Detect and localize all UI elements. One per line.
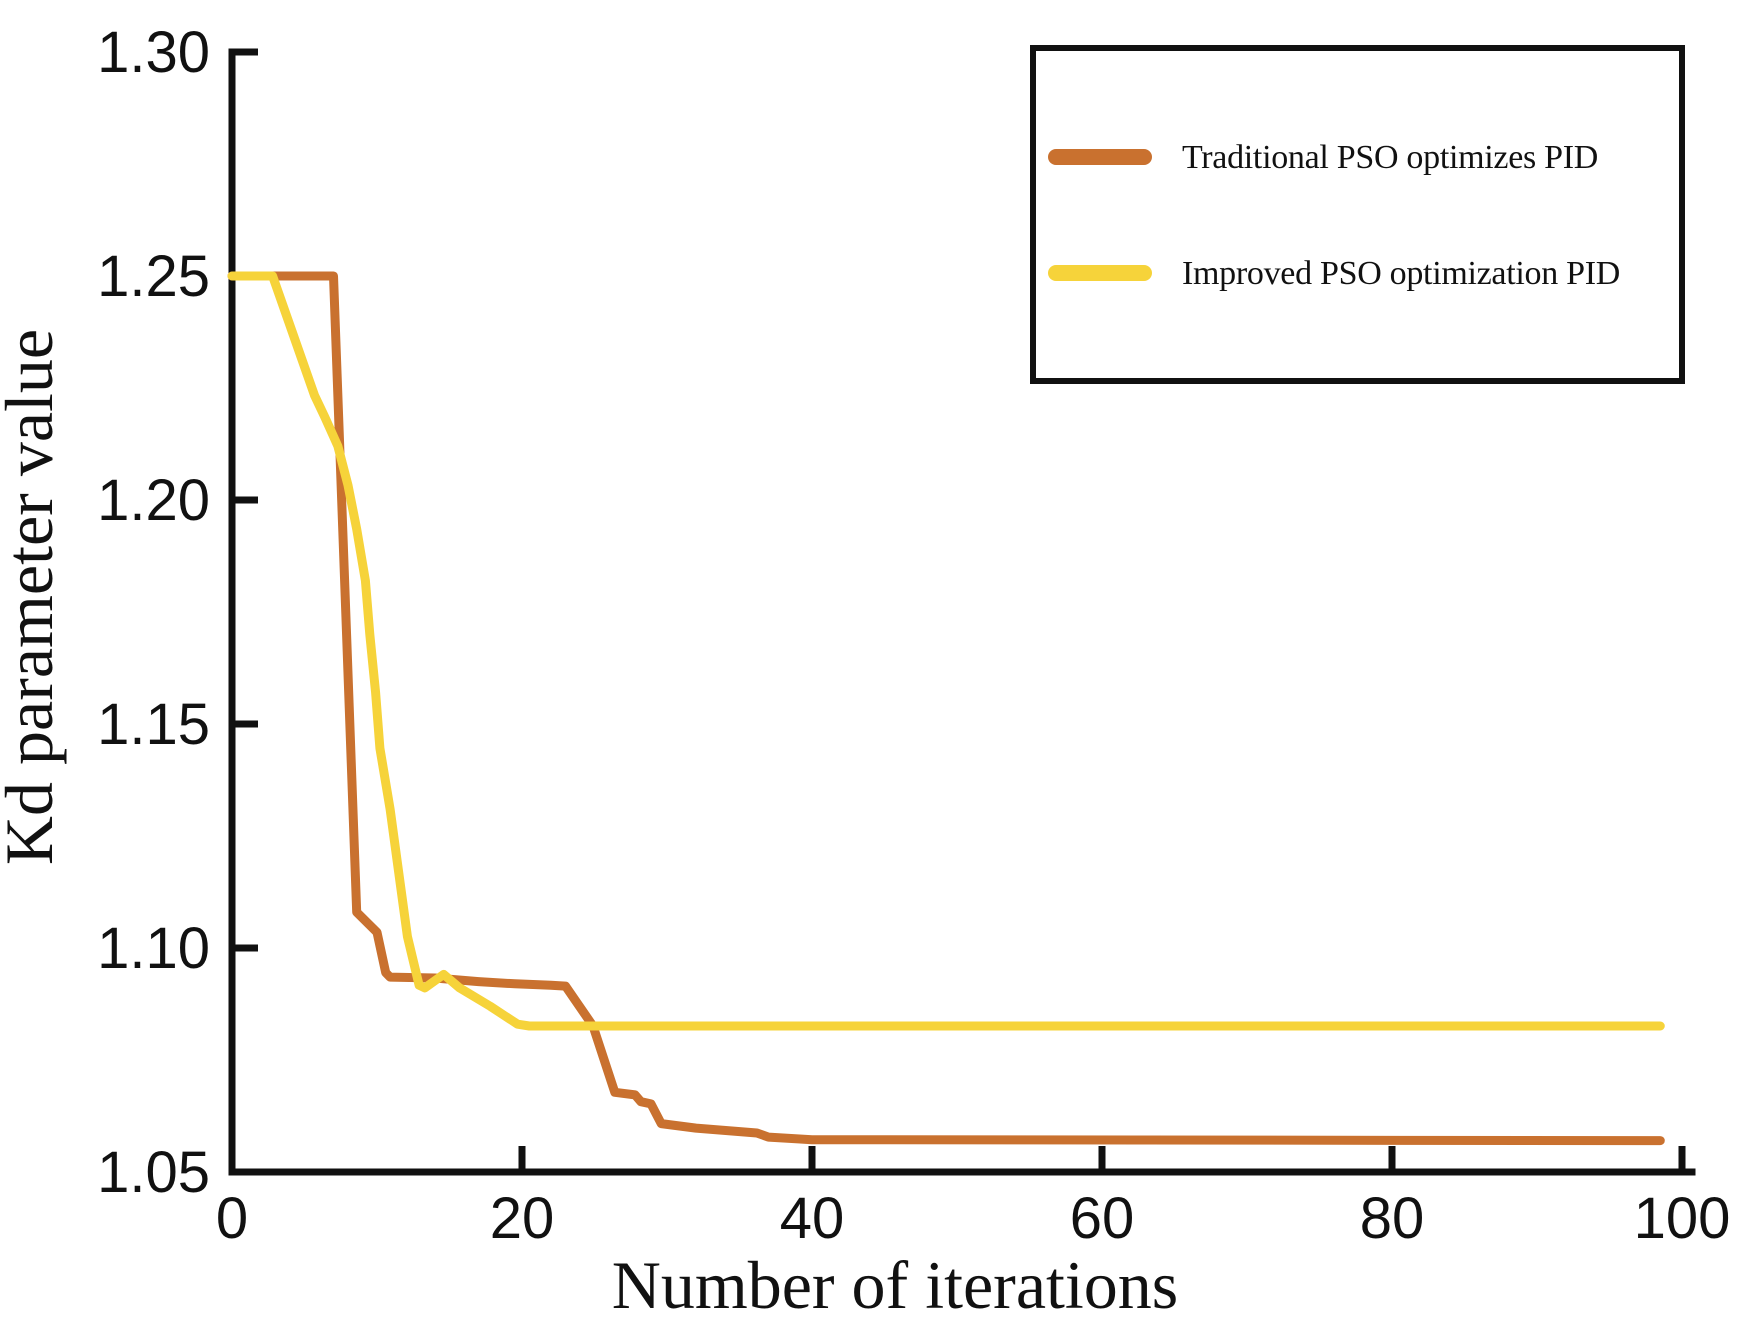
y-tick-label: 1.05 <box>97 1140 210 1205</box>
legend-item-improved: Improved PSO optimization PID <box>1048 255 1620 292</box>
legend-swatch-traditional <box>1048 149 1152 165</box>
x-tick-label: 60 <box>1070 1186 1135 1251</box>
legend-label-traditional: Traditional PSO optimizes PID <box>1182 139 1598 176</box>
x-axis-ticks: 0 20 40 60 80 100 <box>216 1146 1731 1251</box>
series-lines <box>227 271 1665 1146</box>
y-axis-ticks: 1.05 1.10 1.15 1.20 1.25 1.30 <box>97 20 258 1205</box>
x-tick-label: 100 <box>1634 1186 1731 1251</box>
y-tick-label: 1.25 <box>97 244 210 309</box>
x-tick-label: 0 <box>216 1186 248 1251</box>
series-line-0 <box>227 271 1665 1146</box>
x-tick-label: 80 <box>1360 1186 1425 1251</box>
legend-label-improved: Improved PSO optimization PID <box>1182 255 1620 292</box>
y-tick-label: 1.20 <box>97 468 210 533</box>
series-line-1 <box>227 271 1665 1031</box>
legend-item-traditional: Traditional PSO optimizes PID <box>1048 139 1598 176</box>
y-tick-label: 1.15 <box>97 692 210 757</box>
y-axis-title: Kd parameter value <box>0 329 67 865</box>
x-axis-title: Number of iterations <box>612 1247 1179 1323</box>
x-tick-label: 20 <box>490 1186 555 1251</box>
y-tick-label: 1.10 <box>97 916 210 981</box>
x-tick-label: 40 <box>780 1186 845 1251</box>
legend: Traditional PSO optimizes PID Improved P… <box>1030 45 1685 384</box>
y-tick-label: 1.30 <box>97 20 210 85</box>
legend-swatch-improved <box>1048 265 1152 281</box>
legend-border <box>1030 45 1685 384</box>
